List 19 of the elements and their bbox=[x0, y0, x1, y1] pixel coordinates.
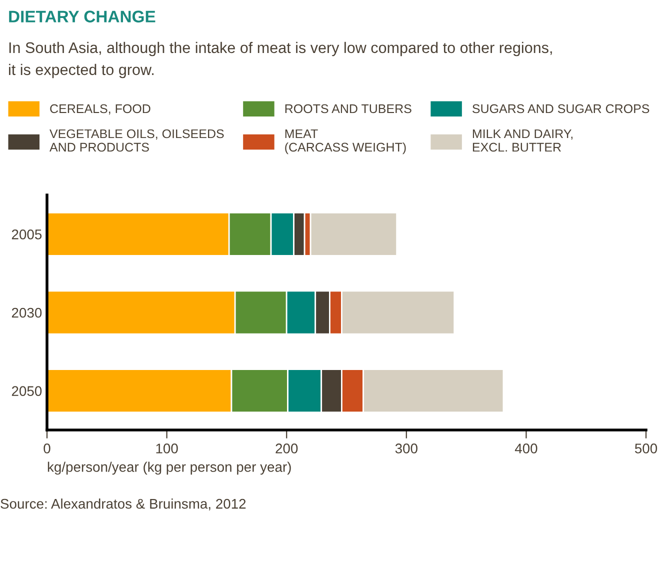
x-axis-title: kg/person/year (kg per person per year) bbox=[48, 462, 291, 475]
x-tick-label: 500 bbox=[634, 444, 658, 454]
x-tick-label: 100 bbox=[156, 444, 178, 454]
y-tick-label: 2050 bbox=[12, 386, 42, 396]
y-tick-label: 2030 bbox=[12, 308, 42, 318]
chart-subtitle: In South Asia, although the intake of meat is very low compared to other regions, it is expected to grow. bbox=[9, 42, 552, 78]
legend-label: MEAT (CARCASS WEIGHT) bbox=[285, 129, 406, 154]
source-note: Source: Alexandratos & Bruinsma, 2012 bbox=[0, 498, 246, 510]
chart-title: DIETARY CHANGE bbox=[9, 10, 156, 22]
x-tick-label: 300 bbox=[395, 444, 418, 454]
legend-label: MILK AND DAIRY, EXCL. BUTTER bbox=[472, 129, 572, 152]
y-tick-label: 2005 bbox=[12, 230, 42, 240]
legend-label: VEGETABLE OILS, OILSEEDS AND PRODUCTS bbox=[50, 129, 224, 152]
legend-label: ROOTS AND TUBERS bbox=[285, 104, 412, 114]
x-tick-label: 0 bbox=[44, 444, 50, 454]
legend-label: CEREALS, FOOD bbox=[50, 104, 150, 115]
legend-label: SUGARS AND SUGAR CROPS bbox=[472, 104, 650, 114]
x-tick-label: 200 bbox=[276, 444, 298, 454]
x-tick-label: 400 bbox=[514, 444, 538, 454]
